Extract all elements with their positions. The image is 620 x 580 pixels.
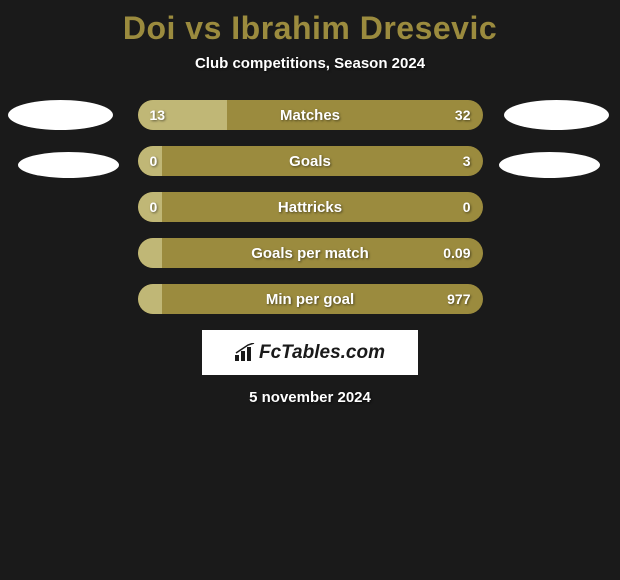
stat-label: Goals [138, 146, 483, 176]
stat-value-right: 0.09 [443, 238, 470, 268]
avatar-placeholder-left-2 [18, 152, 119, 178]
stat-label: Matches [138, 100, 483, 130]
stat-value-right: 977 [447, 284, 470, 314]
stat-label: Min per goal [138, 284, 483, 314]
logo-box[interactable]: FcTables.com [202, 330, 418, 375]
stat-value-right: 3 [463, 146, 471, 176]
subtitle: Club competitions, Season 2024 [0, 55, 620, 100]
stat-label: Goals per match [138, 238, 483, 268]
stat-value-right: 32 [455, 100, 471, 130]
logo-label: FcTables.com [259, 342, 385, 363]
avatar-placeholder-right-2 [499, 152, 600, 178]
stat-row-hattricks: 0 Hattricks 0 [138, 192, 483, 222]
date-line: 5 november 2024 [0, 389, 620, 406]
avatar-placeholder-left-1 [8, 100, 113, 130]
fctables-logo: FcTables.com [235, 342, 385, 364]
stat-value-right: 0 [463, 192, 471, 222]
stats-comparison-container: Doi vs Ibrahim Dresevic Club competition… [0, 0, 620, 406]
stat-row-goals-per-match: Goals per match 0.09 [138, 238, 483, 268]
page-title: Doi vs Ibrahim Dresevic [0, 0, 620, 55]
stats-rows: 13 Matches 32 0 Goals 3 0 Hattricks 0 Go… [0, 100, 620, 314]
stat-row-goals: 0 Goals 3 [138, 146, 483, 176]
avatar-placeholder-right-1 [504, 100, 609, 130]
bar-chart-icon [235, 343, 257, 361]
stat-label: Hattricks [138, 192, 483, 222]
stat-row-matches: 13 Matches 32 [138, 100, 483, 130]
stat-row-min-per-goal: Min per goal 977 [138, 284, 483, 314]
